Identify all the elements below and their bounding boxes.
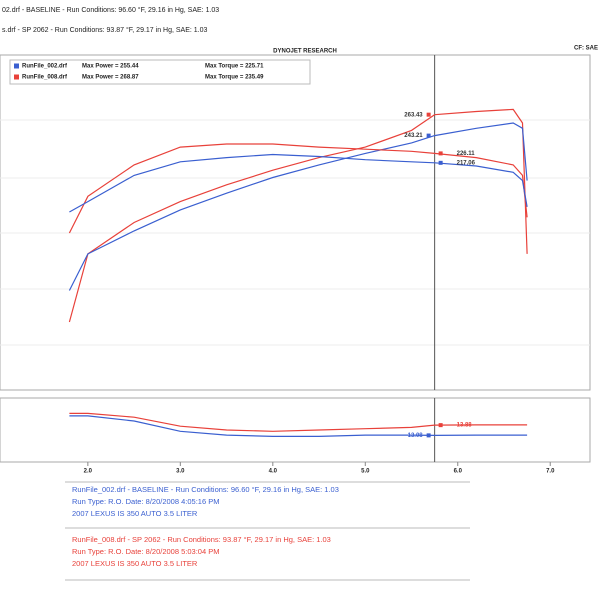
series-line <box>68 108 528 323</box>
header-line: s.drf - SP 2062 - Run Conditions: 93.87 … <box>2 26 208 34</box>
footer-line: 2007 LEXUS IS 350 AUTO 3.5 LITER <box>72 509 198 518</box>
legend-torque: Max Torque = 235.49 <box>205 75 264 81</box>
legend-power: Max Power = 255.44 <box>82 64 139 70</box>
cursor-marker <box>426 433 431 438</box>
corner-label: CF: SAE <box>574 46 598 52</box>
cursor-marker <box>438 160 443 165</box>
cursor-value: 243.21 <box>404 133 423 139</box>
series-line <box>69 415 528 437</box>
header-line: 02.drf - BASELINE - Run Conditions: 96.6… <box>2 6 219 14</box>
cursor-marker <box>438 423 443 428</box>
cursor-marker <box>426 112 431 117</box>
series-line <box>68 122 528 291</box>
lower-plot-frame <box>0 397 591 463</box>
cursor-value: 263.43 <box>404 112 423 118</box>
main-plot-frame <box>0 54 591 391</box>
footer-line: RunFile_008.drf - SP 2062 - Run Conditio… <box>72 535 331 544</box>
footer-line: Run Type: R.O. Date: 8/20/2008 5:03:04 P… <box>72 547 219 556</box>
x-tick-label: 6.0 <box>454 469 463 475</box>
legend-file: RunFile_008.drf <box>22 75 68 81</box>
cursor-value: 13.08 <box>408 433 424 439</box>
series-line <box>69 153 528 213</box>
series-line <box>69 412 528 432</box>
footer-line: RunFile_002.drf - BASELINE - Run Conditi… <box>72 485 339 494</box>
cursor-value: 13.88 <box>457 423 473 429</box>
legend-torque: Max Torque = 225.71 <box>205 64 264 70</box>
cursor-marker <box>426 133 431 138</box>
series-line <box>68 143 528 234</box>
cursor-marker <box>438 151 443 156</box>
legend-box <box>9 59 311 85</box>
footer-line: 2007 LEXUS IS 350 AUTO 3.5 LITER <box>72 559 198 568</box>
cursor-value: 226.11 <box>457 151 476 157</box>
legend-power: Max Power = 268.87 <box>82 75 139 81</box>
cursor-value: 217.06 <box>457 160 476 166</box>
x-tick-label: 4.0 <box>269 469 278 475</box>
legend-file: RunFile_002.drf <box>22 64 68 70</box>
x-tick-label: 5.0 <box>361 469 370 475</box>
x-tick-label: 7.0 <box>546 469 555 475</box>
chart-title: DYNOJET RESEARCH <box>273 49 337 55</box>
legend-swatch <box>14 74 19 80</box>
footer-line: Run Type: R.O. Date: 8/20/2008 4:05:16 P… <box>72 497 219 506</box>
x-tick-label: 3.0 <box>176 469 185 475</box>
x-tick-label: 2.0 <box>84 469 93 475</box>
legend-swatch <box>14 63 19 69</box>
